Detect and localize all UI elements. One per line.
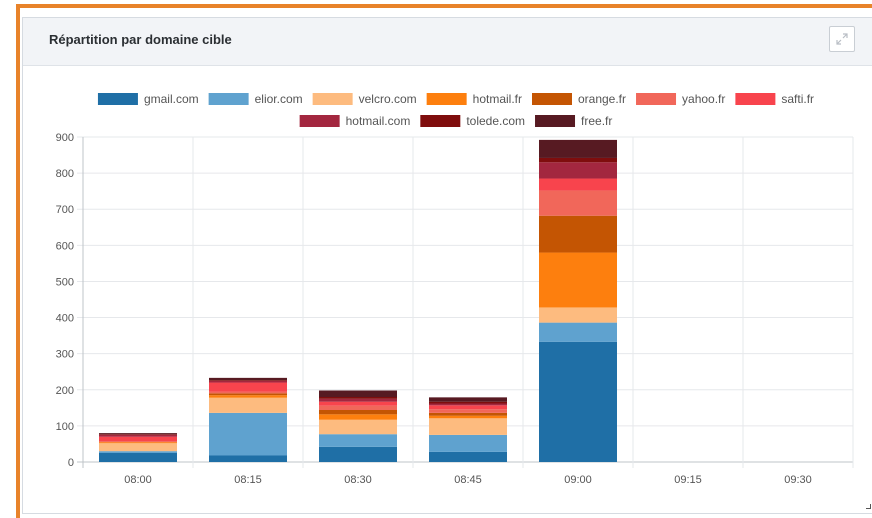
legend-label: elior.com [255, 92, 303, 106]
y-tick-label: 600 [56, 240, 74, 252]
bar-segment [429, 403, 507, 406]
legend-swatch [535, 115, 576, 127]
bar-segment [209, 382, 287, 392]
bar-segment [539, 322, 617, 342]
bar-segment [319, 401, 397, 406]
bar-segment [99, 443, 177, 452]
bar-segment [539, 139, 617, 158]
bar-segment [209, 380, 287, 381]
legend-swatch [97, 93, 138, 105]
bar-segment [429, 405, 507, 410]
legend-label: free.fr [581, 114, 612, 128]
bar-segment [539, 178, 617, 191]
bar-segment [99, 441, 177, 443]
x-tick-label: 08:30 [344, 474, 372, 486]
y-tick-label: 800 [56, 168, 74, 180]
bar-segment [539, 157, 617, 163]
x-tick-label: 09:30 [784, 474, 812, 486]
x-tick-label: 09:15 [674, 474, 702, 486]
bar-segment [209, 377, 287, 381]
y-tick-label: 300 [56, 349, 74, 361]
bar-segment [319, 434, 397, 447]
bar-segment [319, 419, 397, 435]
legend-label: tolede.com [466, 114, 525, 128]
x-tick-label: 08:15 [234, 474, 262, 486]
bar-segment [209, 391, 287, 394]
bar-segment [539, 162, 617, 179]
bar-segment [319, 410, 397, 415]
expand-button[interactable] [829, 26, 855, 52]
legend-label: gmail.com [144, 92, 199, 106]
legend-swatch [426, 93, 467, 105]
bar-segment [539, 190, 617, 216]
bar-segment [99, 452, 177, 462]
bar-segment [209, 395, 287, 398]
panel-title: Répartition par domaine cible [49, 32, 232, 47]
bar-segment [209, 380, 287, 383]
y-tick-label: 500 [56, 276, 74, 288]
bar-segment [429, 418, 507, 435]
bar-segment [99, 442, 177, 444]
legend-swatch [735, 93, 776, 105]
legend-swatch [208, 93, 249, 105]
y-tick-label: 900 [56, 132, 74, 144]
y-tick-label: 700 [56, 204, 74, 216]
legend-swatch [636, 93, 677, 105]
panel-header: Répartition par domaine cible [23, 18, 872, 66]
expand-icon [836, 33, 848, 45]
bar-segment [209, 397, 287, 413]
bar-segment [539, 252, 617, 308]
x-tick-label: 09:00 [564, 474, 592, 486]
y-tick-label: 0 [68, 457, 74, 469]
bar-segment [429, 412, 507, 416]
bar-segment [539, 341, 617, 462]
bar-segment [429, 434, 507, 452]
y-tick-label: 100 [56, 421, 74, 433]
resize-handle[interactable] [866, 504, 871, 509]
bar-segment [209, 412, 287, 456]
x-tick-label: 08:00 [124, 474, 152, 486]
y-tick-label: 400 [56, 313, 74, 325]
legend-label: orange.fr [578, 92, 626, 106]
bar-segment [99, 434, 177, 437]
legend-label: hotmail.fr [473, 92, 522, 106]
legend-label: yahoo.fr [682, 92, 725, 106]
bar-segment [539, 307, 617, 323]
bar-segment [99, 433, 177, 435]
y-tick-label: 200 [56, 385, 74, 397]
bar-segment [539, 215, 617, 253]
bar-segment [209, 393, 287, 396]
legend-swatch [299, 115, 340, 127]
bar-segment [209, 455, 287, 462]
bar-segment [319, 405, 397, 410]
bar-segment [99, 436, 177, 442]
bar-segment [429, 401, 507, 404]
bar-segment [319, 446, 397, 462]
legend-swatch [531, 93, 572, 105]
bar-segment [99, 451, 177, 453]
legend-swatch [420, 115, 461, 127]
legend-label: safti.fr [781, 92, 814, 106]
bar-segment [429, 397, 507, 402]
legend-label: hotmail.com [346, 114, 411, 128]
bar-segment [429, 451, 507, 462]
legend-swatch [312, 93, 353, 105]
bar-segment [429, 409, 507, 413]
legend-label: velcro.com [359, 92, 417, 106]
bar-segment [319, 397, 397, 399]
bar-segment [319, 390, 397, 397]
x-tick-label: 08:45 [454, 474, 482, 486]
bar-segment [319, 398, 397, 402]
bar-segment [319, 414, 397, 420]
bar-segment [429, 415, 507, 419]
bar-segment [99, 434, 177, 435]
